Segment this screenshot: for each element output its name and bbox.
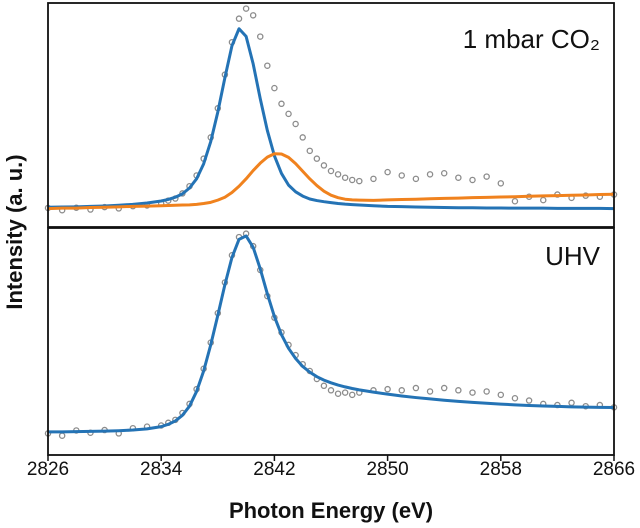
x-axis-title: Photon Energy (eV) <box>229 498 433 523</box>
data-point <box>398 172 405 179</box>
data-point <box>540 196 547 204</box>
data-point <box>242 5 250 12</box>
data-point <box>235 15 243 22</box>
data-point <box>341 174 349 181</box>
data-point <box>292 120 299 128</box>
data-point <box>348 391 356 399</box>
x-tick-label: 2834 <box>140 459 183 480</box>
data-point <box>327 167 335 175</box>
data-point <box>440 169 448 177</box>
data-point <box>412 175 420 183</box>
x-tick-label: 2850 <box>366 459 408 480</box>
data-point <box>568 399 575 407</box>
data-point <box>483 388 490 395</box>
data-point <box>271 84 278 92</box>
data-point <box>370 175 377 183</box>
data-point <box>334 390 342 397</box>
x-tick-label: 2842 <box>253 459 295 480</box>
y-axis-title: Intensity (a. u.) <box>2 154 27 309</box>
panel-label: 1 mbar CO₂ <box>463 24 600 54</box>
data-point <box>511 394 519 402</box>
data-point <box>341 389 349 396</box>
data-point <box>249 12 257 19</box>
data-point <box>313 155 321 162</box>
fit-curve <box>47 152 615 211</box>
panel-frame <box>47 2 615 228</box>
data-point <box>58 432 66 439</box>
data-point <box>525 397 533 404</box>
data-point <box>455 387 462 394</box>
x-tick-label: 2866 <box>593 459 635 480</box>
data-point <box>327 387 335 394</box>
fit-curve <box>48 234 615 434</box>
data-point <box>320 162 328 169</box>
data-point <box>412 384 420 392</box>
panel-label: UHV <box>545 241 601 271</box>
data-point <box>299 134 306 141</box>
data-point <box>426 171 434 178</box>
panel-frame <box>47 227 615 456</box>
fit-curve <box>47 27 615 211</box>
data-point <box>285 110 292 118</box>
x-tick-label: 2858 <box>480 459 522 480</box>
data-point <box>384 385 391 393</box>
data-point <box>264 62 271 69</box>
data-point <box>497 391 505 399</box>
data-point <box>398 387 405 394</box>
data-point <box>497 180 505 187</box>
data-point <box>306 147 314 155</box>
x-tick-label: 2826 <box>27 459 69 480</box>
data-point <box>426 388 434 395</box>
data-point <box>356 177 363 185</box>
data-point <box>384 168 391 176</box>
data-point <box>440 384 448 392</box>
data-point <box>320 382 328 390</box>
data-point <box>469 389 476 396</box>
data-point <box>278 100 285 108</box>
data-point <box>483 173 490 180</box>
data-point <box>256 33 264 40</box>
data-point <box>334 171 342 178</box>
data-point <box>469 176 476 184</box>
data-point <box>455 174 462 181</box>
data-point <box>511 197 519 205</box>
data-point <box>348 176 356 184</box>
